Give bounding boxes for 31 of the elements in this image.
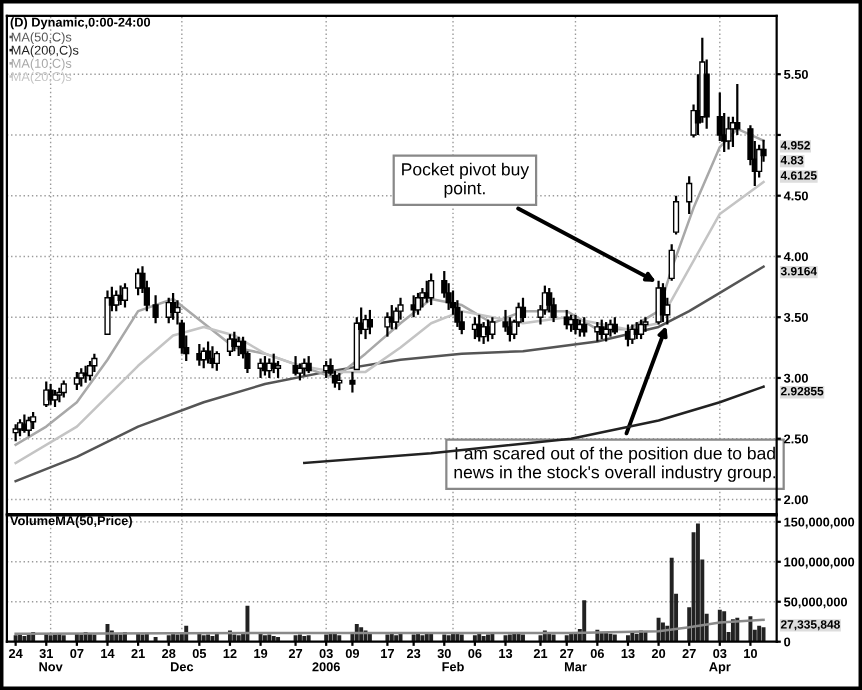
candlestick [655, 279, 662, 326]
line-series [14, 618, 765, 635]
candlestick [393, 306, 400, 331]
candlestick [152, 294, 159, 325]
candlestick [581, 316, 588, 338]
annotation: Pocket pivot buy point. [402, 162, 530, 198]
candlestick [428, 272, 435, 307]
candlestick [73, 370, 80, 392]
candlestick [366, 308, 374, 336]
candlestick [231, 330, 238, 353]
candlestick [113, 289, 120, 313]
candlestick [292, 354, 299, 377]
candlestick [414, 291, 422, 316]
candlestick [91, 352, 98, 373]
candlestick [397, 296, 404, 321]
candlestick [686, 175, 693, 216]
candlestick [519, 296, 527, 324]
candlestick [25, 415, 32, 438]
candlestick [384, 311, 391, 338]
candlestick [21, 413, 28, 434]
candlestick [104, 289, 111, 336]
candlestick [672, 194, 680, 236]
candlestick [550, 296, 557, 324]
candlestick [546, 286, 553, 314]
candlestick [121, 282, 129, 309]
candlestick [642, 316, 649, 333]
candlestick [725, 115, 732, 151]
candlestick [213, 350, 220, 372]
candlestick [668, 243, 675, 282]
candlestick [489, 316, 496, 341]
candlestick [349, 370, 356, 394]
